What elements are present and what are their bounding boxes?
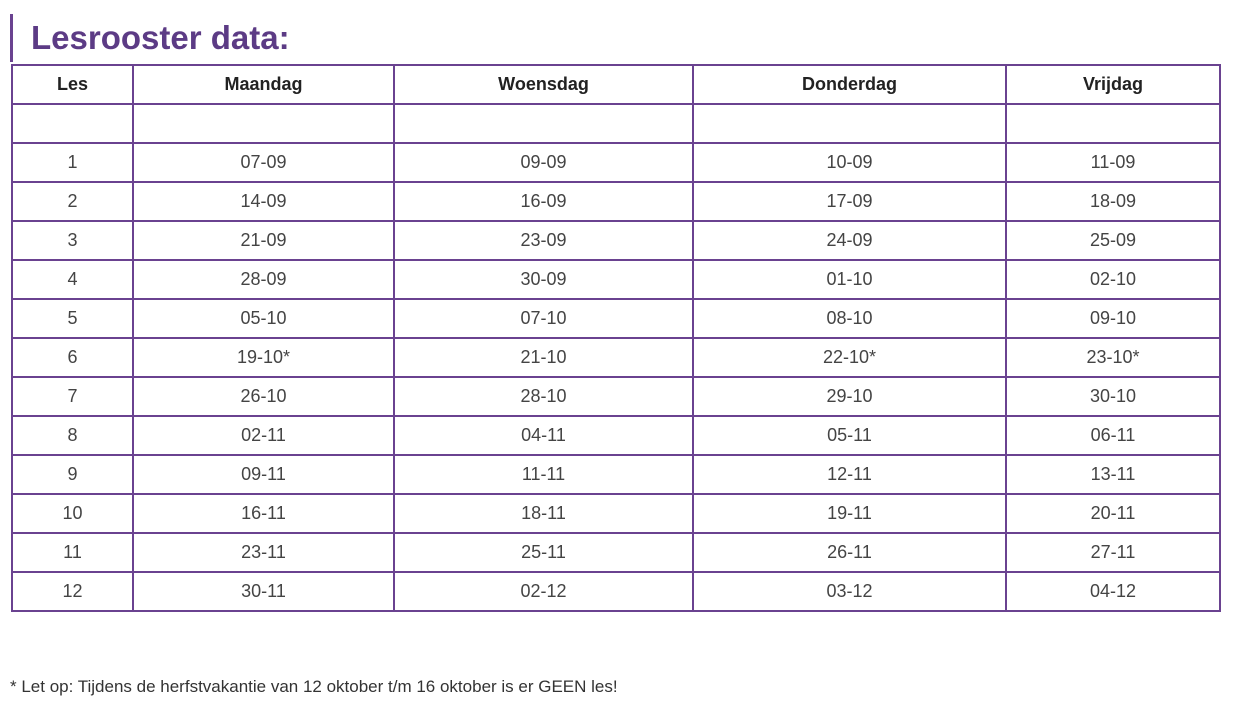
cell: 04-12 [1005,571,1221,612]
cell: 19-11 [692,493,1007,534]
cell: 14-09 [132,181,395,222]
cell: 26-11 [692,532,1007,573]
cell [132,103,395,144]
cell: 1 [11,142,134,183]
cell: 04-11 [393,415,694,456]
cell: 19-10* [132,337,395,378]
footnote: * Let op: Tijdens de herfstvakantie van … [10,677,618,696]
cell: 16-09 [393,181,694,222]
row: 4 28-09 30-09 01-10 02-10 [11,259,1221,300]
cell: 9 [11,454,134,495]
cell: 12 [11,571,134,612]
header-cell: Donderdag [692,64,1007,105]
cell: 26-10 [132,376,395,417]
cell: 18-09 [1005,181,1221,222]
cell: 29-10 [692,376,1007,417]
cell: 02-12 [393,571,694,612]
cell: 06-11 [1005,415,1221,456]
row: 7 26-10 28-10 29-10 30-10 [11,376,1221,417]
cell: 8 [11,415,134,456]
cell: 25-09 [1005,220,1221,261]
cell: 10-09 [692,142,1007,183]
row: 5 05-10 07-10 08-10 09-10 [11,298,1221,339]
cell: 25-11 [393,532,694,573]
cell: 07-09 [132,142,395,183]
cell: 28-10 [393,376,694,417]
cell: 23-10* [1005,337,1221,378]
cell: 08-10 [692,298,1007,339]
cell: 18-11 [393,493,694,534]
cell: 22-10* [692,337,1007,378]
cell: 09-10 [1005,298,1221,339]
table-body: 1 07-09 09-09 10-09 11-09 2 14-09 16-09 17-09 18-… [11,103,1221,612]
cell: 6 [11,337,134,378]
cell: 20-11 [1005,493,1221,534]
cell: 23-09 [393,220,694,261]
cell: 09-11 [132,454,395,495]
cell: 3 [11,220,134,261]
cell: 10 [11,493,134,534]
row: 2 14-09 16-09 17-09 18-09 [11,181,1221,222]
cell [1005,103,1221,144]
cell: 12-11 [692,454,1007,495]
schedule-table: Les Maandag Woensdag Donderdag Vrijdag 1 07-0… [11,64,1221,612]
cell: 11-11 [393,454,694,495]
row: 9 09-11 11-11 12-11 13-11 [11,454,1221,495]
row: 10 16-11 18-11 19-11 20-11 [11,493,1221,534]
cell [393,103,694,144]
cell: 09-09 [393,142,694,183]
cell: 05-11 [692,415,1007,456]
cell: 30-11 [132,571,395,612]
cell: 7 [11,376,134,417]
cell: 13-11 [1005,454,1221,495]
empty-row [11,103,1221,144]
cell: 21-10 [393,337,694,378]
cell: 05-10 [132,298,395,339]
cell: 11 [11,532,134,573]
header-row: Les Maandag Woensdag Donderdag Vrijdag [11,64,1221,105]
cell: 21-09 [132,220,395,261]
cell [692,103,1007,144]
cell: 4 [11,259,134,300]
header-cell: Woensdag [393,64,694,105]
row: 1 07-09 09-09 10-09 11-09 [11,142,1221,183]
cell: 01-10 [692,259,1007,300]
row: 8 02-11 04-11 05-11 06-11 [11,415,1221,456]
cell: 5 [11,298,134,339]
cell: 30-09 [393,259,694,300]
title: Lesrooster data: [10,14,290,62]
row: 11 23-11 25-11 26-11 27-11 [11,532,1221,573]
cell: 07-10 [393,298,694,339]
cell: 02-10 [1005,259,1221,300]
cell: 28-09 [132,259,395,300]
cell: 11-09 [1005,142,1221,183]
header-cell: Les [11,64,134,105]
cell: 24-09 [692,220,1007,261]
header-cell: Maandag [132,64,395,105]
cell: 02-11 [132,415,395,456]
cell: 17-09 [692,181,1007,222]
cell: 23-11 [132,532,395,573]
row: 6 19-10* 21-10 22-10* 23-10* [11,337,1221,378]
cell: 03-12 [692,571,1007,612]
header-cell: Vrijdag [1005,64,1221,105]
cell: 30-10 [1005,376,1221,417]
cell: 2 [11,181,134,222]
cell: 16-11 [132,493,395,534]
row: 12 30-11 02-12 03-12 04-12 [11,571,1221,612]
cell [11,103,134,144]
row: 3 21-09 23-09 24-09 25-09 [11,220,1221,261]
cell: 27-11 [1005,532,1221,573]
